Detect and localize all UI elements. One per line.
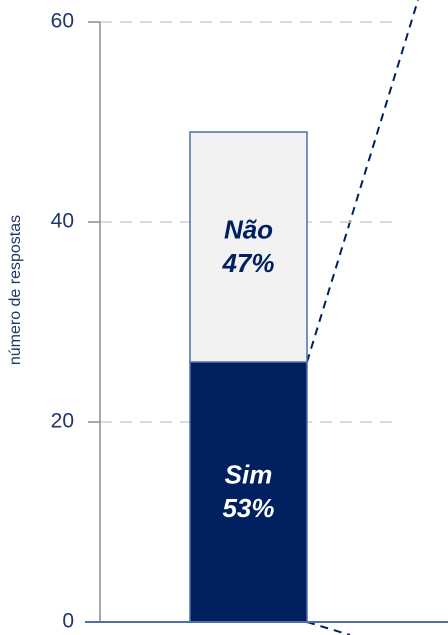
bar-segment bbox=[189, 361, 308, 623]
data-label: Não 47% bbox=[221, 214, 274, 278]
y-axis-label: número de respostas bbox=[7, 215, 24, 365]
data-label: Sim 53% bbox=[222, 459, 274, 523]
series-name: Sim bbox=[225, 459, 273, 489]
connector-line bbox=[306, 621, 351, 635]
connector-line bbox=[306, 0, 419, 363]
y-tick-label: 40 bbox=[51, 210, 74, 233]
percent-label: 47% bbox=[221, 248, 274, 278]
y-tick-label: 20 bbox=[51, 410, 74, 433]
percent-label: 53% bbox=[222, 493, 274, 523]
y-tick-label: 0 bbox=[62, 610, 74, 633]
bar-segment bbox=[189, 131, 308, 363]
series-name: Não bbox=[224, 214, 273, 244]
y-tick-label: 60 bbox=[51, 10, 74, 33]
